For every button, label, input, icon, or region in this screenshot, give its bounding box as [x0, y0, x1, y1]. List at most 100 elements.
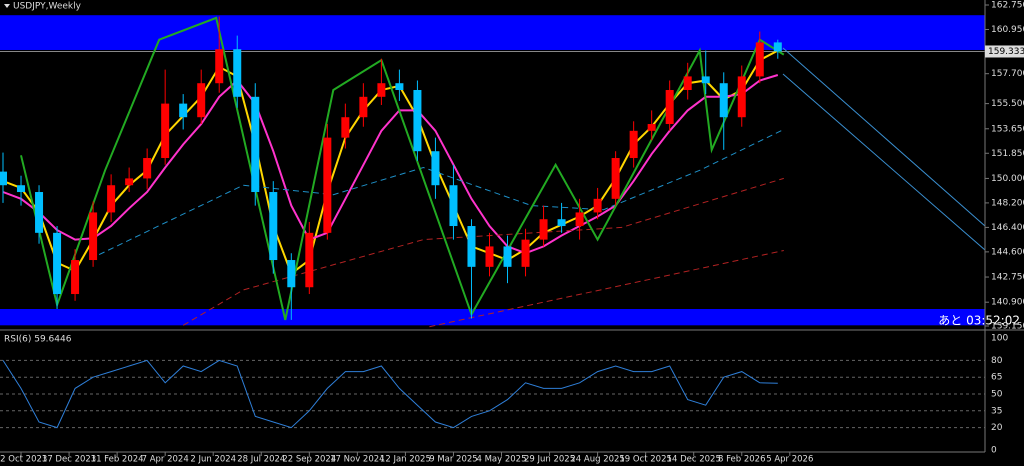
y-tick-label: 148.200 — [991, 198, 1024, 208]
candle-body — [665, 90, 674, 125]
x-tick-label: 24 Aug 2025 — [570, 455, 624, 465]
candle-body — [683, 76, 692, 91]
candle-body — [215, 49, 224, 84]
candle-body — [467, 226, 476, 267]
candle-body — [413, 90, 422, 152]
candle-body — [17, 185, 26, 193]
countdown: あと 03:52:02 — [938, 314, 1020, 328]
candle-body — [143, 158, 152, 179]
y-tick-label: 146.400 — [991, 223, 1024, 233]
y-tick-label: 139.150 — [991, 322, 1024, 332]
menu-arrow[interactable] — [4, 4, 10, 8]
y-tick-label: 150.000 — [991, 174, 1024, 184]
y-tick-label: 155.500 — [991, 99, 1024, 109]
y-tick-label: 153.650 — [991, 124, 1024, 134]
y-tick-label: 162.750 — [991, 1, 1024, 11]
candle-body — [629, 130, 638, 159]
candle-body — [107, 185, 116, 213]
rsi-title: RSI(6) 59.6446 — [4, 335, 72, 345]
candle-body — [35, 192, 44, 233]
y-tick-label: 50 — [991, 390, 1003, 400]
x-tick-label: 11 Feb 2024 — [91, 455, 144, 465]
x-tick-label: 22 Sep 2024 — [282, 455, 336, 465]
y-tick-label: 65 — [991, 373, 1002, 383]
y-tick-label: 0 — [991, 446, 997, 456]
candle-body — [323, 137, 332, 233]
candle-body — [611, 158, 620, 199]
candle-body — [485, 246, 494, 267]
trend-line — [782, 73, 986, 251]
candle-body — [305, 232, 314, 288]
last-price-box — [985, 45, 1024, 58]
candle-body — [359, 96, 368, 118]
indicator-line — [2, 74, 779, 255]
candle-body — [251, 96, 260, 193]
candle-body — [593, 198, 602, 213]
rsi-line — [2, 359, 778, 429]
candle-body — [233, 49, 242, 97]
x-tick-label: 28 Jul 2024 — [237, 455, 285, 465]
y-tick-label: 160.950 — [991, 25, 1024, 35]
x-tick-label: 22 Oct 2023 — [0, 455, 47, 465]
candle-body — [377, 83, 386, 97]
candle-body — [737, 76, 746, 118]
candle-body — [431, 151, 440, 186]
zones — [0, 15, 985, 326]
x-tick-label: 19 Oct 2025 — [619, 455, 672, 465]
x-tick-label: 9 Mar 2025 — [429, 455, 477, 465]
indicator-line — [182, 177, 784, 326]
candle-body — [521, 239, 530, 267]
x-tick-label: 4 May 2025 — [476, 455, 526, 465]
y-tick-label: 80 — [991, 356, 1003, 366]
x-tick-label: 2 Jun 2024 — [190, 455, 236, 465]
candle-body — [701, 76, 710, 84]
candle-body — [341, 117, 350, 138]
y-tick-label: 142.750 — [991, 273, 1024, 283]
y-tick-label: 100 — [991, 334, 1008, 344]
candle-body — [269, 192, 278, 261]
candle-body — [449, 185, 458, 227]
candle-body — [539, 219, 548, 240]
x-tick-label: 8 Feb 2026 — [718, 455, 766, 465]
candle-body — [179, 103, 188, 118]
y-tick-label: 144.600 — [991, 247, 1024, 257]
candle-body — [71, 260, 80, 295]
x-tick-label: 12 Jan 2025 — [380, 455, 431, 465]
last-price-label: 159.333 — [988, 47, 1024, 57]
candle-body — [503, 246, 512, 267]
price-panel — [0, 16, 985, 328]
candle-body — [557, 219, 566, 227]
candle-body — [773, 42, 782, 52]
x-tick-label: 29 Jun 2025 — [524, 455, 575, 465]
y-tick-label: 20 — [991, 423, 1003, 433]
trend-line — [782, 47, 986, 227]
candle-body — [161, 103, 170, 159]
y-tick-label: 151.850 — [991, 149, 1024, 159]
candle-body — [53, 232, 62, 295]
y-tick-label: 35 — [991, 406, 1002, 416]
candle-body — [647, 124, 656, 131]
y-tick-label: 157.700 — [991, 69, 1024, 79]
x-tick-label: 17 Dec 2023 — [42, 455, 96, 465]
y-tick-label: 140.900 — [991, 298, 1024, 308]
rsi-panel: 100 80 65 50 35 20 0 — [0, 334, 1008, 456]
candle-body — [197, 83, 206, 118]
candle-body — [395, 83, 404, 91]
candle-body — [575, 212, 584, 227]
chart-title: USDJPY,Weekly — [13, 2, 82, 12]
candle-body — [0, 171, 8, 186]
x-tick-label: 7 Apr 2024 — [142, 455, 189, 465]
indicator-line — [429, 250, 784, 328]
candle-body — [287, 260, 296, 288]
x-tick-label: 17 Nov 2024 — [330, 455, 384, 465]
x-tick-label: 14 Dec 2025 — [667, 455, 721, 465]
x-tick-label: 5 Apr 2026 — [766, 455, 813, 465]
candle-body — [125, 178, 134, 186]
candle-body — [755, 42, 764, 77]
zone — [0, 15, 985, 51]
zone — [0, 308, 985, 326]
candle-body — [89, 212, 98, 261]
